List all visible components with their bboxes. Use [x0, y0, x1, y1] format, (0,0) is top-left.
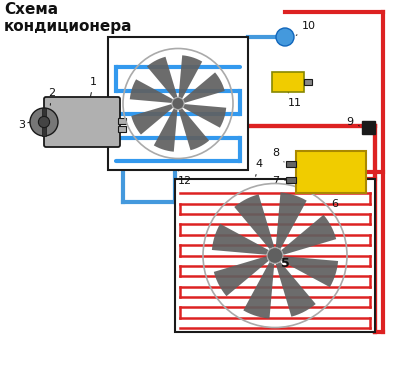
Polygon shape — [282, 256, 338, 287]
FancyBboxPatch shape — [44, 97, 120, 147]
Circle shape — [172, 98, 184, 110]
Text: 4: 4 — [255, 159, 262, 176]
Text: 10: 10 — [296, 21, 316, 35]
Circle shape — [267, 248, 283, 264]
Text: 12: 12 — [178, 170, 192, 186]
Text: 8: 8 — [272, 148, 284, 162]
Text: 3: 3 — [18, 120, 30, 130]
Polygon shape — [282, 215, 336, 255]
Polygon shape — [178, 55, 202, 98]
FancyBboxPatch shape — [108, 37, 248, 170]
FancyBboxPatch shape — [304, 79, 312, 85]
Polygon shape — [131, 104, 173, 135]
Circle shape — [30, 108, 58, 136]
Polygon shape — [183, 72, 225, 103]
FancyBboxPatch shape — [286, 177, 296, 183]
Polygon shape — [147, 57, 178, 98]
Polygon shape — [178, 109, 209, 150]
Text: 1: 1 — [90, 77, 97, 96]
Polygon shape — [154, 109, 178, 152]
FancyBboxPatch shape — [175, 179, 375, 332]
Circle shape — [276, 28, 294, 46]
FancyBboxPatch shape — [286, 161, 296, 167]
FancyBboxPatch shape — [296, 151, 366, 193]
FancyBboxPatch shape — [272, 72, 304, 92]
Text: 9: 9 — [346, 117, 360, 127]
FancyBboxPatch shape — [118, 118, 126, 124]
Polygon shape — [183, 104, 226, 128]
Polygon shape — [276, 262, 316, 317]
Polygon shape — [130, 79, 173, 103]
Polygon shape — [234, 194, 274, 249]
Polygon shape — [276, 192, 307, 249]
FancyBboxPatch shape — [362, 120, 375, 134]
Circle shape — [38, 116, 50, 128]
Text: 2: 2 — [48, 88, 55, 105]
FancyBboxPatch shape — [118, 126, 126, 132]
Text: 5: 5 — [281, 257, 289, 270]
Text: 7: 7 — [272, 176, 286, 186]
Polygon shape — [214, 256, 268, 296]
Polygon shape — [212, 224, 268, 255]
Text: 11: 11 — [288, 92, 302, 108]
Text: 6: 6 — [331, 193, 338, 209]
FancyBboxPatch shape — [42, 108, 46, 136]
Text: Схема
кондиционера: Схема кондиционера — [4, 2, 132, 34]
Polygon shape — [243, 262, 274, 319]
